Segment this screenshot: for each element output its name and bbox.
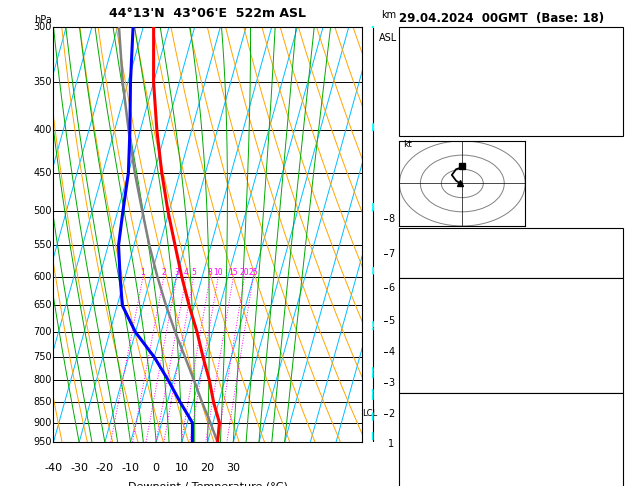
Text: 0: 0 <box>153 463 160 473</box>
Text: 15: 15 <box>228 268 238 277</box>
Text: Mixing Ratio: Mixing Ratio <box>431 120 491 129</box>
Text: 950: 950 <box>33 437 52 447</box>
Text: 4: 4 <box>389 347 394 357</box>
Text: 700: 700 <box>33 327 52 337</box>
Text: 30: 30 <box>226 463 240 473</box>
Text: Isotherm: Isotherm <box>431 105 474 115</box>
Text: 3: 3 <box>389 379 394 388</box>
Text: 750: 750 <box>33 352 52 362</box>
Text: hPa: hPa <box>34 15 52 25</box>
Text: CIN (J): CIN (J) <box>403 477 435 486</box>
Text: 8: 8 <box>389 214 394 224</box>
Text: 7: 7 <box>389 249 394 260</box>
Text: 6: 6 <box>389 283 394 293</box>
Text: CIN (J): CIN (J) <box>403 379 435 388</box>
Text: 25: 25 <box>248 268 258 277</box>
Text: 500: 500 <box>33 206 52 216</box>
Text: 1: 1 <box>389 439 394 449</box>
Text: Parcel Trajectory: Parcel Trajectory <box>431 61 511 71</box>
Text: 2: 2 <box>162 268 166 277</box>
Text: PW (cm): PW (cm) <box>403 264 446 274</box>
Text: © weatheronline.co.uk: © weatheronline.co.uk <box>399 472 503 481</box>
Text: LCL: LCL <box>362 409 377 418</box>
Text: 20: 20 <box>240 268 249 277</box>
Text: 29.04.2024  00GMT  (Base: 18): 29.04.2024 00GMT (Base: 18) <box>399 12 604 25</box>
Text: Lifted Index: Lifted Index <box>403 347 464 356</box>
Text: 215: 215 <box>599 379 620 388</box>
Text: 612: 612 <box>599 363 620 372</box>
Text: Dewpoint / Temperature (°C): Dewpoint / Temperature (°C) <box>128 482 287 486</box>
Text: θₑ (K): θₑ (K) <box>403 429 431 438</box>
Text: 550: 550 <box>33 240 52 250</box>
Text: 10: 10 <box>175 463 189 473</box>
Text: -40: -40 <box>45 463 62 473</box>
Text: 4: 4 <box>184 268 189 277</box>
Text: K: K <box>403 232 409 242</box>
Text: Dry Adiabat: Dry Adiabat <box>431 76 489 86</box>
Text: 400: 400 <box>33 125 52 136</box>
Text: km: km <box>381 11 396 20</box>
Text: 612: 612 <box>599 461 620 470</box>
Text: Surface: Surface <box>491 282 531 293</box>
Text: Temperature: Temperature <box>431 32 493 42</box>
Text: Temp (°C): Temp (°C) <box>403 298 454 308</box>
Text: 5: 5 <box>191 268 196 277</box>
Text: -2: -2 <box>610 445 620 454</box>
Text: 955: 955 <box>599 413 620 422</box>
Text: -20: -20 <box>96 463 114 473</box>
Text: 10: 10 <box>213 268 223 277</box>
Text: -2: -2 <box>610 347 620 356</box>
Text: 332: 332 <box>599 429 620 438</box>
Text: 14: 14 <box>606 232 620 242</box>
Text: 8: 8 <box>208 268 213 277</box>
Text: 332: 332 <box>599 330 620 340</box>
Text: 5: 5 <box>389 316 394 326</box>
Text: 800: 800 <box>33 375 52 385</box>
Text: 300: 300 <box>33 22 52 32</box>
Text: 850: 850 <box>33 397 52 407</box>
Text: ASL: ASL <box>379 33 398 43</box>
Text: 450: 450 <box>33 168 52 178</box>
Text: CAPE (J): CAPE (J) <box>403 363 444 372</box>
Text: 600: 600 <box>33 272 52 281</box>
Text: 215: 215 <box>599 477 620 486</box>
Text: kt: kt <box>404 139 413 149</box>
Text: 3: 3 <box>174 268 179 277</box>
Text: -30: -30 <box>70 463 88 473</box>
Text: 48: 48 <box>606 248 620 258</box>
Text: Pressure (mb): Pressure (mb) <box>403 413 476 422</box>
Text: 2: 2 <box>389 409 394 419</box>
Text: 44°13'N  43°06'E  522m ASL: 44°13'N 43°06'E 522m ASL <box>109 7 306 20</box>
Text: 650: 650 <box>33 300 52 311</box>
Text: Totals Totals: Totals Totals <box>403 248 465 258</box>
Text: 1: 1 <box>141 268 145 277</box>
Text: 23.9: 23.9 <box>596 298 620 308</box>
Text: Lifted Index: Lifted Index <box>403 445 464 454</box>
Text: 350: 350 <box>33 77 52 87</box>
Text: 20: 20 <box>201 463 214 473</box>
Text: Dewp (°C): Dewp (°C) <box>403 314 456 324</box>
Text: Most Unstable: Most Unstable <box>474 397 548 407</box>
Text: Wet Adiabat: Wet Adiabat <box>431 90 491 100</box>
Text: 1.85: 1.85 <box>596 264 620 274</box>
Text: -10: -10 <box>121 463 140 473</box>
Text: 14.1: 14.1 <box>596 314 620 324</box>
Text: CAPE (J): CAPE (J) <box>403 461 444 470</box>
Text: 900: 900 <box>33 418 52 428</box>
Text: Dewpoint: Dewpoint <box>431 47 477 56</box>
Text: θₑ(K): θₑ(K) <box>403 330 428 340</box>
